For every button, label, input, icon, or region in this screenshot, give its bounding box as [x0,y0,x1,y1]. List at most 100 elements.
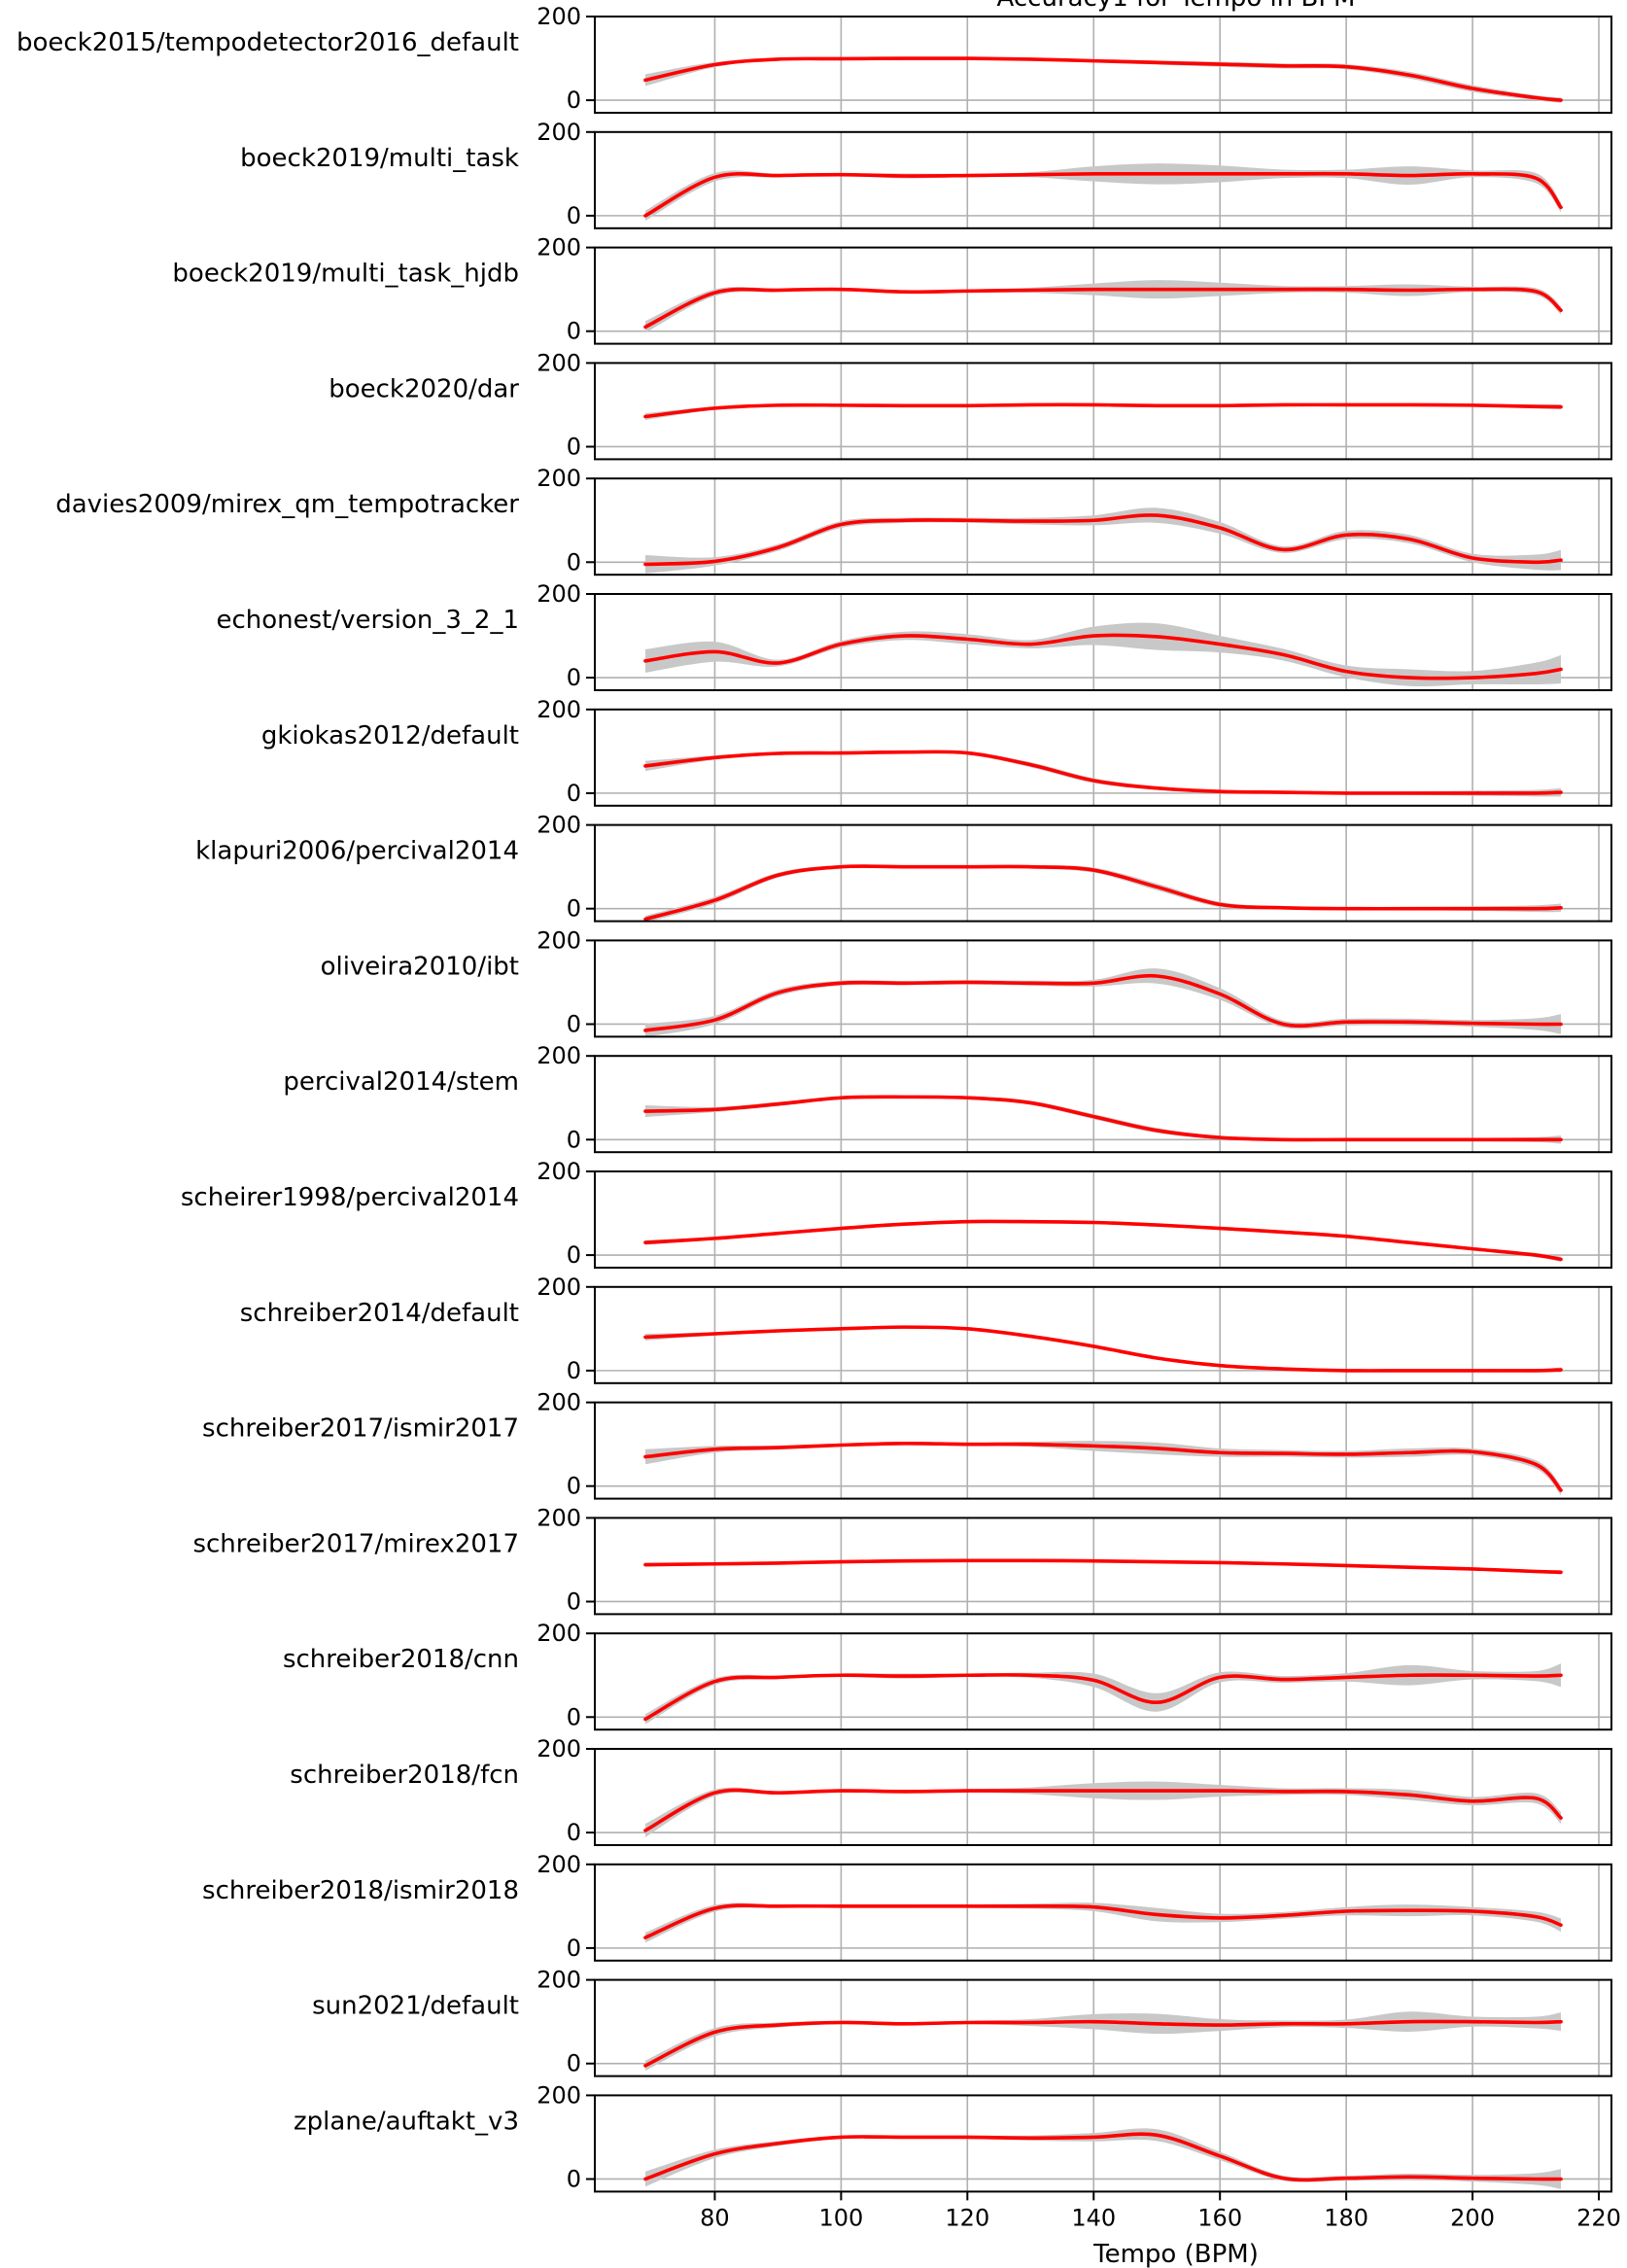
y-tick-label: 0 [567,548,581,576]
series-line [643,1095,1563,1142]
panel-frame [594,477,1612,576]
panel: 0 200 scheirer1998/percival2014 [181,1158,1612,1269]
series-label: schreiber2017/ismir2017 [202,1414,519,1444]
series-label: schreiber2014/default [240,1299,519,1328]
y-tick-label: 200 [537,812,581,839]
y-tick-label: 0 [567,895,581,923]
panel: 0 200 gkiokas2012/default [261,696,1612,807]
x-tick-label: 200 [1450,2204,1495,2231]
series-line [643,1441,1563,1492]
series-line [643,864,1563,922]
series-line [643,402,1563,419]
panel: 0 200 schreiber2018/fcn [290,1735,1612,1846]
confidence-band [644,163,1562,222]
y-tick-label: 200 [537,1851,581,1878]
confidence-band [644,750,1562,797]
panel-frame [594,1863,1612,1962]
panel: 0 200 boeck2019/multi_task [240,119,1612,229]
panel-frame [594,2094,1612,2193]
series-line [643,2019,1563,2068]
panel-frame [594,130,1612,229]
panel-frame [594,1055,1612,1154]
y-tick-label: 200 [537,234,581,262]
panel-frame [594,939,1612,1038]
series-line [643,1219,1563,1262]
x-tick-label: 100 [818,2204,863,2231]
series-label: zplane/auftakt_v3 [294,2107,519,2136]
series-line [643,1558,1563,1575]
y-tick-label: 200 [537,1158,581,1185]
panel: 0 200 percival2014/stem [283,1042,1612,1154]
panel: 0 200 klapuri2006/percival2014 [195,812,1612,923]
series-label: echonest/version_3_2_1 [216,606,519,635]
series-label: oliveira2010/ibt [321,952,519,981]
series-line [643,513,1563,567]
y-tick-label: 200 [537,2081,581,2109]
panel-frame [594,1632,1612,1731]
x-tick-label: 140 [1071,2204,1116,2231]
series-line [643,171,1563,218]
series-label: percival2014/stem [283,1067,519,1097]
series-label: schreiber2018/fcn [290,1761,519,1790]
panel-frame [594,362,1612,461]
y-tick-label: 200 [537,1735,581,1762]
panel-frame [594,1517,1612,1616]
panel: 0 200 schreiber2017/ismir2017 [202,1389,1612,1500]
series-label: schreiber2018/cnn [283,1645,519,1674]
confidence-band [644,2128,1562,2189]
series-label: boeck2019/multi_task_hjdb [172,260,519,289]
panel-frame [594,1748,1612,1846]
series-label: davies2009/mirex_qm_tempotracker [55,490,519,519]
series-line [643,1325,1563,1373]
panel: 0 200 boeck2020/dar [329,349,1612,461]
y-tick-label: 0 [567,1819,581,1846]
y-tick-label: 0 [567,1357,581,1384]
y-tick-label: 200 [537,1620,581,1647]
confidence-band [644,507,1562,574]
y-tick-label: 0 [567,664,581,691]
y-tick-label: 200 [537,3,581,30]
series-line [643,633,1563,680]
panel: 0 200 sun2021/default [312,1967,1612,2077]
y-tick-label: 0 [567,87,581,114]
panel-frame [594,1978,1612,2077]
y-tick-label: 200 [537,1504,581,1531]
series-label: boeck2019/multi_task [240,144,519,173]
y-tick-label: 200 [537,1389,581,1416]
series-label: schreiber2018/ismir2018 [202,1876,519,1905]
x-axis: 80 100 120 140 160 180 200 220 [700,2191,1621,2231]
panel: 0 200 zplane/auftakt_v3 [294,2081,1612,2193]
x-axis-label: Tempo (BPM) [1092,2240,1259,2268]
y-tick-label: 0 [567,433,581,460]
x-tick-label: 120 [945,2204,989,2231]
y-tick-label: 0 [567,1935,581,1962]
y-tick-label: 0 [567,318,581,345]
confidence-band [644,1781,1562,1837]
chart-panels: 0200boeck2015/tempodetector2016_default0… [17,3,1612,2193]
series-line [643,973,1563,1032]
series-line [643,2132,1563,2182]
chart-title: Accuracy1 for Tempo in BPM [997,0,1356,13]
y-tick-label: 200 [537,119,581,146]
y-tick-label: 200 [537,926,581,954]
series-line [643,1903,1563,1939]
panel: 0 200 echonest/version_3_2_1 [216,580,1612,691]
y-tick-label: 200 [537,465,581,492]
panel-frame [594,823,1612,923]
y-tick-label: 0 [567,1703,581,1730]
panel: 0 200 boeck2019/multi_task_hjdb [172,234,1612,345]
panel: 0 200 schreiber2017/mirex2017 [192,1504,1612,1616]
panel: 0 200 boeck2015/tempodetector2016_default [17,3,1612,114]
confidence-band [644,1663,1562,1725]
y-tick-label: 0 [567,1588,581,1615]
panel-frame [594,1285,1612,1384]
panel: 0 200 schreiber2018/cnn [283,1620,1612,1731]
x-tick-label: 80 [700,2204,730,2231]
series-label: sun2021/default [312,1992,519,2021]
panel: 0 200 oliveira2010/ibt [321,926,1612,1038]
y-tick-label: 200 [537,1274,581,1301]
y-tick-label: 0 [567,780,581,807]
panel-frame [594,1170,1612,1269]
y-tick-label: 200 [537,1042,581,1069]
